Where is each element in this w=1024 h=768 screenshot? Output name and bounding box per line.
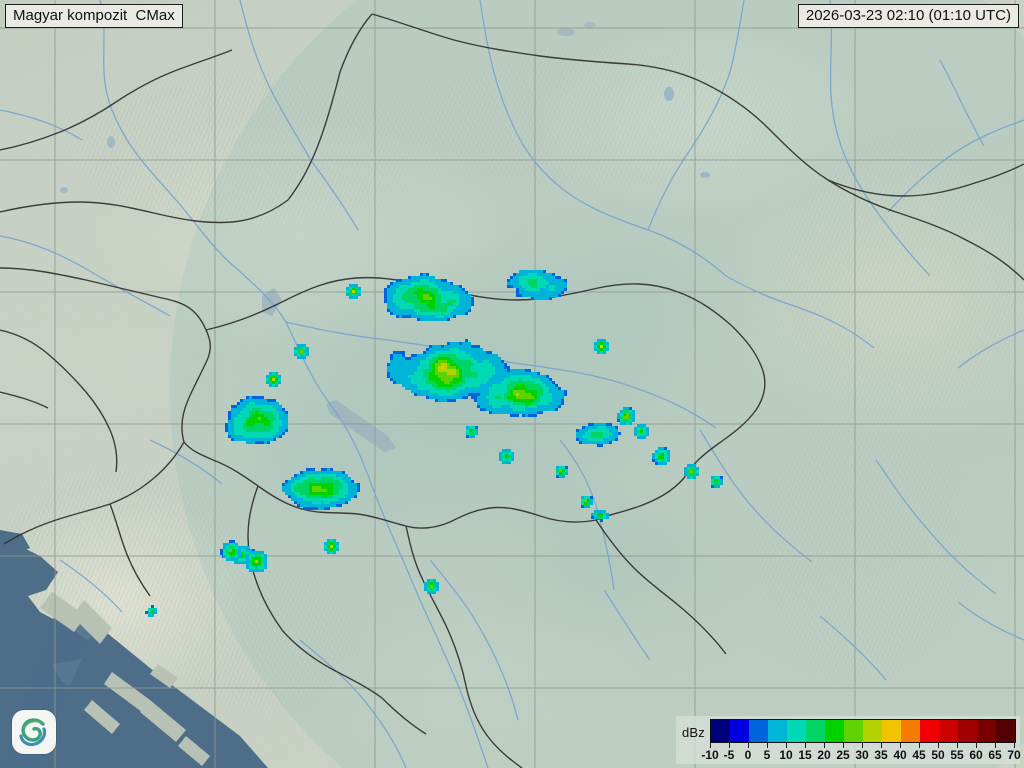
legend-tick-45: 45 bbox=[912, 748, 926, 762]
legend-swatch-8 bbox=[863, 720, 882, 742]
legend-tick-70: 70 bbox=[1007, 748, 1021, 762]
legend-tick-50: 50 bbox=[931, 748, 945, 762]
legend-swatch-2 bbox=[749, 720, 768, 742]
legend-tick-10: 10 bbox=[779, 748, 793, 762]
legend-tick-65: 65 bbox=[988, 748, 1002, 762]
product-title-plate: Magyar kompozit CMax bbox=[5, 4, 183, 28]
timestamp-plate: 2026-03-23 02:10 (01:10 UTC) bbox=[797, 4, 1019, 28]
legend-tick-marks bbox=[710, 743, 1015, 749]
legend-tick-20: 20 bbox=[817, 748, 831, 762]
legend-swatch-15 bbox=[996, 720, 1015, 742]
legend-tick--10: -10 bbox=[701, 748, 719, 762]
legend-tick-25: 25 bbox=[836, 748, 850, 762]
legend-swatch-10 bbox=[901, 720, 920, 742]
dbz-colorbar-legend: dBz -10 -5 0 5 10 15 20 25 30 35 40 45 50 55 60 65 70 bbox=[675, 716, 1021, 764]
legend-swatch-9 bbox=[882, 720, 901, 742]
legend-tick-60: 60 bbox=[969, 748, 983, 762]
legend-color-bar bbox=[710, 719, 1016, 743]
legend-tick-30: 30 bbox=[855, 748, 869, 762]
legend-swatch-12 bbox=[939, 720, 958, 742]
legend-swatch-14 bbox=[977, 720, 996, 742]
spiral-icon bbox=[19, 718, 47, 747]
legend-swatch-11 bbox=[920, 720, 939, 742]
legend-tick-labels: -10 -5 0 5 10 15 20 25 30 35 40 45 50 55 60 65 70 bbox=[701, 748, 1020, 763]
legend-unit-label: dBz bbox=[681, 725, 705, 740]
legend-tick--5: -5 bbox=[723, 748, 735, 762]
legend-swatch-5 bbox=[806, 720, 825, 742]
legend-tick-40: 40 bbox=[893, 748, 907, 762]
radar-spiral-logo[interactable] bbox=[12, 710, 56, 754]
legend-tick-35: 35 bbox=[874, 748, 888, 762]
legend-swatch-13 bbox=[958, 720, 977, 742]
legend-tick-55: 55 bbox=[950, 748, 964, 762]
legend-swatch-7 bbox=[844, 720, 863, 742]
legend-swatch-4 bbox=[787, 720, 806, 742]
legend-swatch-0 bbox=[711, 720, 730, 742]
legend-swatch-6 bbox=[825, 720, 844, 742]
legend-tick-15: 15 bbox=[798, 748, 812, 762]
legend-tick-0: 0 bbox=[744, 748, 752, 762]
legend-swatch-1 bbox=[730, 720, 749, 742]
legend-swatch-3 bbox=[768, 720, 787, 742]
legend-tick-5: 5 bbox=[763, 748, 771, 762]
